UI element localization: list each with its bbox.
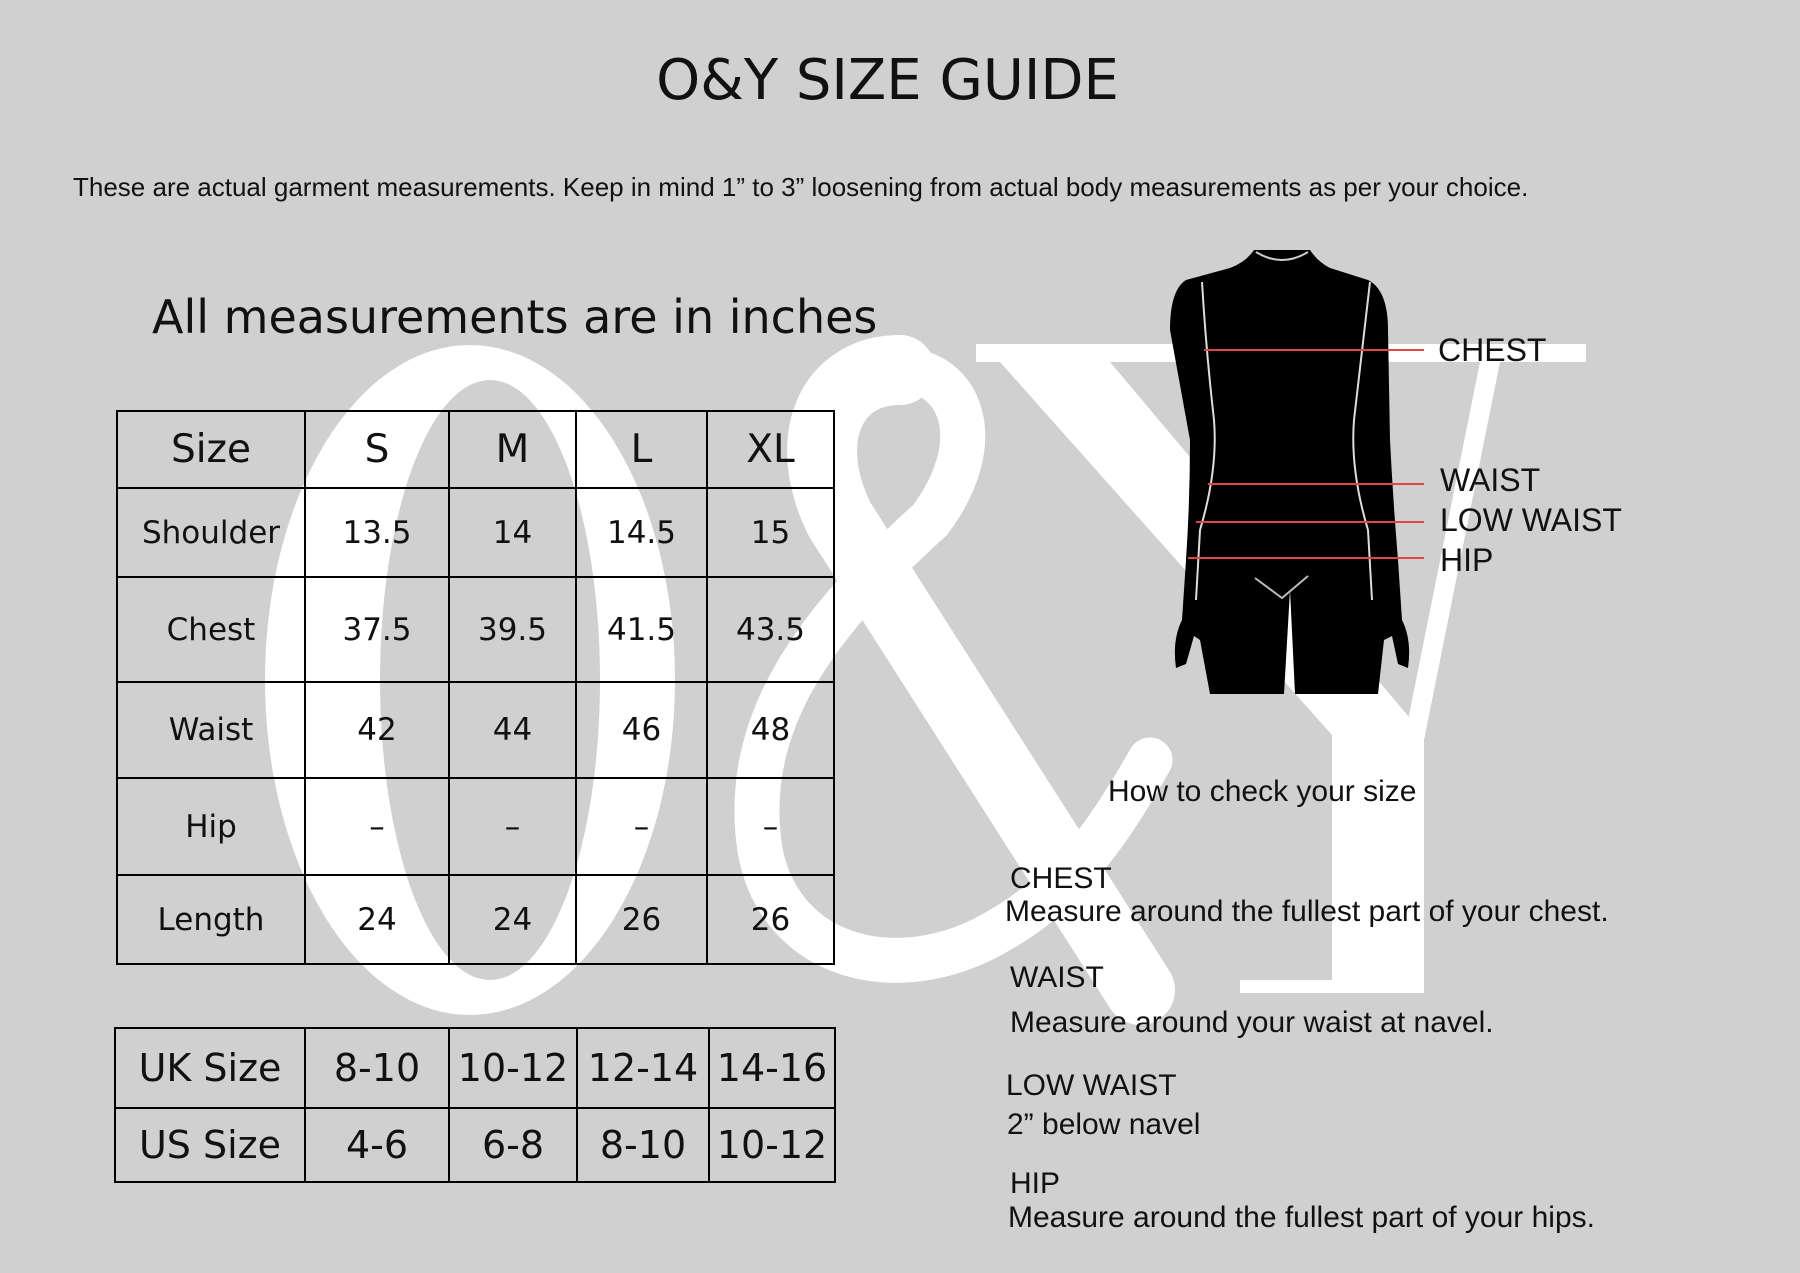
how-to-title-low-waist: LOW WAIST (1006, 1069, 1177, 1102)
header-cell: L (575, 410, 708, 489)
how-to-text-waist: Measure around your waist at navel. (1010, 1006, 1494, 1039)
cell: 43.5 (706, 576, 835, 683)
side-seam-left (1195, 281, 1216, 601)
cell: 13.5 (304, 487, 450, 578)
row-label: US Size (114, 1107, 306, 1183)
header-cell: M (448, 410, 577, 489)
cell: 48 (706, 681, 835, 779)
cell: 26 (575, 874, 708, 965)
row-label: Waist (116, 681, 306, 779)
diagram-label-waist: WAIST (1440, 462, 1541, 498)
table-row: UK Size 8-10 10-12 12-14 14-16 (114, 1027, 836, 1109)
row-label: Shoulder (116, 487, 306, 578)
diagram-label-chest: CHEST (1438, 332, 1547, 368)
cell: 41.5 (575, 576, 708, 683)
cell: 14.5 (575, 487, 708, 578)
neckline-seam (1255, 251, 1309, 261)
how-to-title-hip: HIP (1010, 1167, 1061, 1200)
how-to-title-chest: CHEST (1010, 862, 1112, 895)
cell: 10-12 (708, 1107, 836, 1183)
mannequin-silhouette (1170, 250, 1410, 694)
cell: – (304, 777, 450, 876)
page-title: O&Y SIZE GUIDE (656, 48, 1119, 113)
table-row: Shoulder 13.5 14 14.5 15 (116, 487, 835, 578)
table-header-row: Size S M L XL (116, 410, 835, 489)
table-row: Hip – – – – (116, 777, 835, 876)
header-cell: S (304, 410, 450, 489)
row-label: Chest (116, 576, 306, 683)
cell: 46 (575, 681, 708, 779)
cell: 39.5 (448, 576, 577, 683)
cell: 12-14 (576, 1027, 710, 1109)
cell: 15 (706, 487, 835, 578)
cell: – (448, 777, 577, 876)
cell: 8-10 (304, 1027, 450, 1109)
header-cell: XL (706, 410, 835, 489)
cell: 24 (304, 874, 450, 965)
diagram-label-low-waist: LOW WAIST (1440, 502, 1622, 538)
row-label: UK Size (114, 1027, 306, 1109)
subtitle: These are actual garment measurements. K… (73, 172, 1529, 202)
cell: 24 (448, 874, 577, 965)
cell: – (706, 777, 835, 876)
table-row: US Size 4-6 6-8 8-10 10-12 (114, 1107, 836, 1183)
cell: 42 (304, 681, 450, 779)
cell: 44 (448, 681, 577, 779)
cell: 14 (448, 487, 577, 578)
measurements-table: Size S M L XL Shoulder 13.5 14 14.5 15 C… (116, 410, 835, 965)
how-to-title-waist: WAIST (1010, 961, 1104, 994)
row-label: Length (116, 874, 306, 965)
cell: 6-8 (448, 1107, 578, 1183)
how-to-text-low-waist: 2” below navel (1007, 1108, 1201, 1141)
side-seam-right (1352, 281, 1373, 601)
size-conversion-table: UK Size 8-10 10-12 12-14 14-16 US Size 4… (114, 1027, 836, 1183)
how-to-text-chest: Measure around the fullest part of your … (1005, 895, 1609, 928)
table-row: Waist 42 44 46 48 (116, 681, 835, 779)
cell: 4-6 (304, 1107, 450, 1183)
cell: 14-16 (708, 1027, 836, 1109)
cell: – (575, 777, 708, 876)
units-note: All measurements are in inches (152, 290, 878, 344)
row-label: Hip (116, 777, 306, 876)
cell: 8-10 (576, 1107, 710, 1183)
how-to-text-hip: Measure around the fullest part of your … (1008, 1201, 1595, 1234)
cell: 26 (706, 874, 835, 965)
cell: 10-12 (448, 1027, 578, 1109)
crotch-seam (1254, 575, 1309, 600)
how-to-heading: How to check your size (1108, 775, 1417, 808)
table-row: Length 24 24 26 26 (116, 874, 835, 965)
cell: 37.5 (304, 576, 450, 683)
diagram-label-hip: HIP (1440, 542, 1494, 578)
table-row: Chest 37.5 39.5 41.5 43.5 (116, 576, 835, 683)
header-cell: Size (116, 410, 306, 489)
